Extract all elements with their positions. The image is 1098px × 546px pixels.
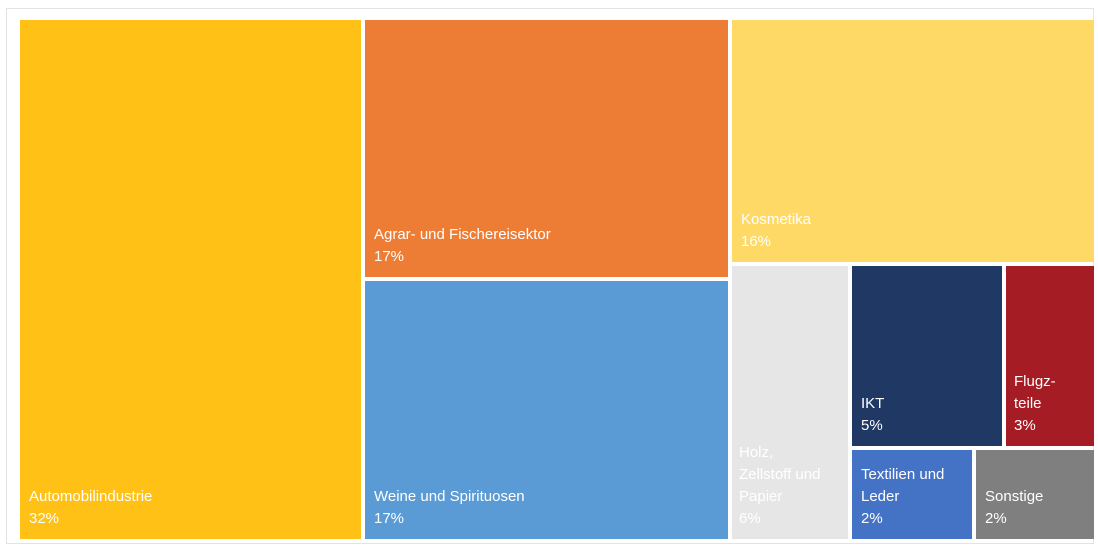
tile-label: Sonstige <box>985 488 1044 505</box>
tile-automobilindustrie: Automobilindustrie 32% <box>20 20 361 539</box>
tile-ikt: IKT 5% <box>852 266 1002 446</box>
tile-value: 17% <box>374 248 405 265</box>
tile-value: 3% <box>1014 417 1036 434</box>
tile-value: 32% <box>29 510 60 527</box>
tile-holz-zellstoff-papier: Holz, Zellstoff und Papier 6% <box>732 266 848 539</box>
tile-label: Agrar- und Fischereisektor <box>374 226 551 243</box>
tile-label: Textilien und Leder <box>861 466 945 505</box>
tile-label: Weine und Spirituosen <box>374 488 525 505</box>
tile-value: 6% <box>739 510 761 527</box>
tile-value: 2% <box>985 510 1007 527</box>
tile-value: 17% <box>374 510 405 527</box>
tile-sonstige: Sonstige 2% <box>976 450 1094 539</box>
tile-label: Kosmetika <box>741 211 812 228</box>
tile-kosmetika: Kosmetika 16% <box>732 20 1094 262</box>
tile-agrar-fischerei: Agrar- und Fischereisektor 17% <box>365 20 728 277</box>
tile-textilien-leder: Textilien und Leder 2% <box>852 450 972 539</box>
tile-value: 16% <box>741 233 772 250</box>
tile-flugzeugteile: Flugz- teile 3% <box>1006 266 1094 446</box>
tile-weine-spirituosen: Weine und Spirituosen 17% <box>365 281 728 539</box>
tile-value: 5% <box>861 417 883 434</box>
tile-label: IKT <box>861 395 885 412</box>
tile-value: 2% <box>861 510 883 527</box>
tile-label: Holz, Zellstoff und Papier <box>739 444 821 505</box>
tile-label: Automobilindustrie <box>29 488 153 505</box>
tile-label: Flugz- teile <box>1014 373 1056 412</box>
